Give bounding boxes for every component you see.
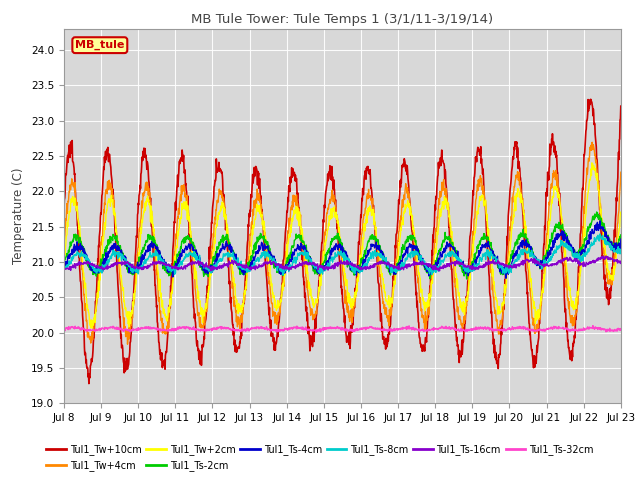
Legend: Tul1_Tw+10cm, Tul1_Tw+4cm, Tul1_Tw+2cm, Tul1_Ts-2cm, Tul1_Ts-4cm, Tul1_Ts-8cm, T: Tul1_Tw+10cm, Tul1_Tw+4cm, Tul1_Tw+2cm, … — [42, 441, 598, 475]
Title: MB Tule Tower: Tule Temps 1 (3/1/11-3/19/14): MB Tule Tower: Tule Temps 1 (3/1/11-3/19… — [191, 13, 493, 26]
Y-axis label: Temperature (C): Temperature (C) — [12, 168, 26, 264]
Text: MB_tule: MB_tule — [75, 40, 125, 50]
